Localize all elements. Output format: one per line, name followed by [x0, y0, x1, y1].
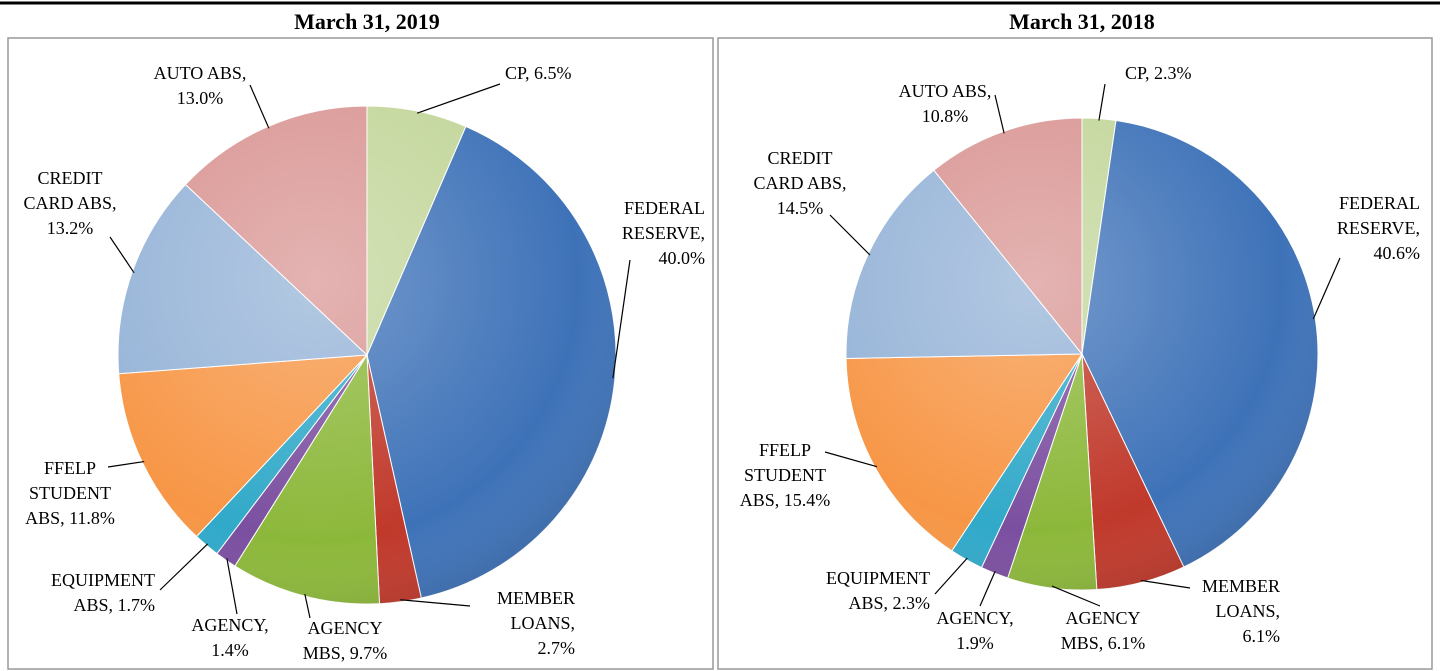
data-label: RESERVE,	[1337, 218, 1420, 238]
data-label: 2.7%	[538, 638, 576, 658]
data-label: ABS, 1.7%	[73, 595, 155, 615]
data-label: STUDENT	[29, 483, 111, 503]
data-label: AGENCY,	[191, 615, 268, 635]
leader-line	[994, 94, 1005, 134]
leader-line	[107, 460, 145, 468]
panel	[717, 37, 1433, 670]
data-label: FEDERAL	[624, 198, 705, 218]
leader-line	[934, 557, 968, 595]
data-label: 40.0%	[659, 248, 706, 268]
data-label: AGENCY	[308, 618, 383, 638]
data-label: MEMBER	[1202, 576, 1280, 596]
data-label: FFELP	[44, 458, 96, 478]
data-label: 13.2%	[47, 218, 94, 238]
data-label: STUDENT	[744, 465, 826, 485]
data-label: 14.5%	[777, 198, 824, 218]
leader-line	[1140, 579, 1191, 589]
data-label: ABS, 11.8%	[25, 508, 115, 528]
data-label: 40.6%	[1374, 243, 1421, 263]
data-label: ABS, 15.4%	[740, 490, 831, 510]
data-label: FEDERAL	[1339, 193, 1420, 213]
leader-line	[612, 259, 631, 379]
data-label: CREDIT	[38, 168, 103, 188]
leader-line	[1098, 83, 1106, 121]
data-label: LOANS,	[510, 613, 575, 633]
data-label: CP, 2.3%	[1125, 63, 1192, 83]
leader-line	[1312, 257, 1341, 320]
leader-line	[400, 599, 471, 607]
data-label: 1.9%	[956, 633, 994, 653]
data-label: MBS, 6.1%	[1061, 633, 1146, 653]
data-label: MEMBER	[497, 588, 575, 608]
data-label: MBS, 9.7%	[303, 643, 388, 663]
data-label: ABS, 2.3%	[848, 593, 930, 613]
data-label: CP, 6.5%	[505, 63, 572, 83]
data-label: 10.8%	[922, 106, 969, 126]
data-label: AUTO ABS,	[154, 63, 247, 83]
panel	[7, 37, 714, 670]
data-label: CARD ABS,	[753, 173, 846, 193]
leader-line	[416, 83, 501, 114]
leader-line	[979, 571, 996, 607]
data-label: 13.0%	[177, 88, 224, 108]
data-label: 1.4%	[211, 640, 249, 660]
data-label: AUTO ABS,	[899, 81, 992, 101]
data-label: 6.1%	[1243, 626, 1281, 646]
leader-line	[159, 543, 209, 591]
data-label: AGENCY	[1066, 608, 1141, 628]
data-label: FFELP	[759, 440, 811, 460]
chart-title: March 31, 2019	[294, 9, 440, 34]
leader-line	[829, 214, 871, 256]
data-label: RESERVE,	[622, 223, 705, 243]
data-label: CREDIT	[768, 148, 833, 168]
chart-title: March 31, 2018	[1009, 9, 1155, 34]
leader-line	[109, 236, 135, 274]
data-label: EQUIPMENT	[826, 568, 930, 588]
data-label: AGENCY,	[936, 608, 1013, 628]
data-label: CARD ABS,	[23, 193, 116, 213]
data-label: LOANS,	[1215, 601, 1280, 621]
data-label: EQUIPMENT	[51, 570, 155, 590]
leader-line	[249, 84, 270, 129]
